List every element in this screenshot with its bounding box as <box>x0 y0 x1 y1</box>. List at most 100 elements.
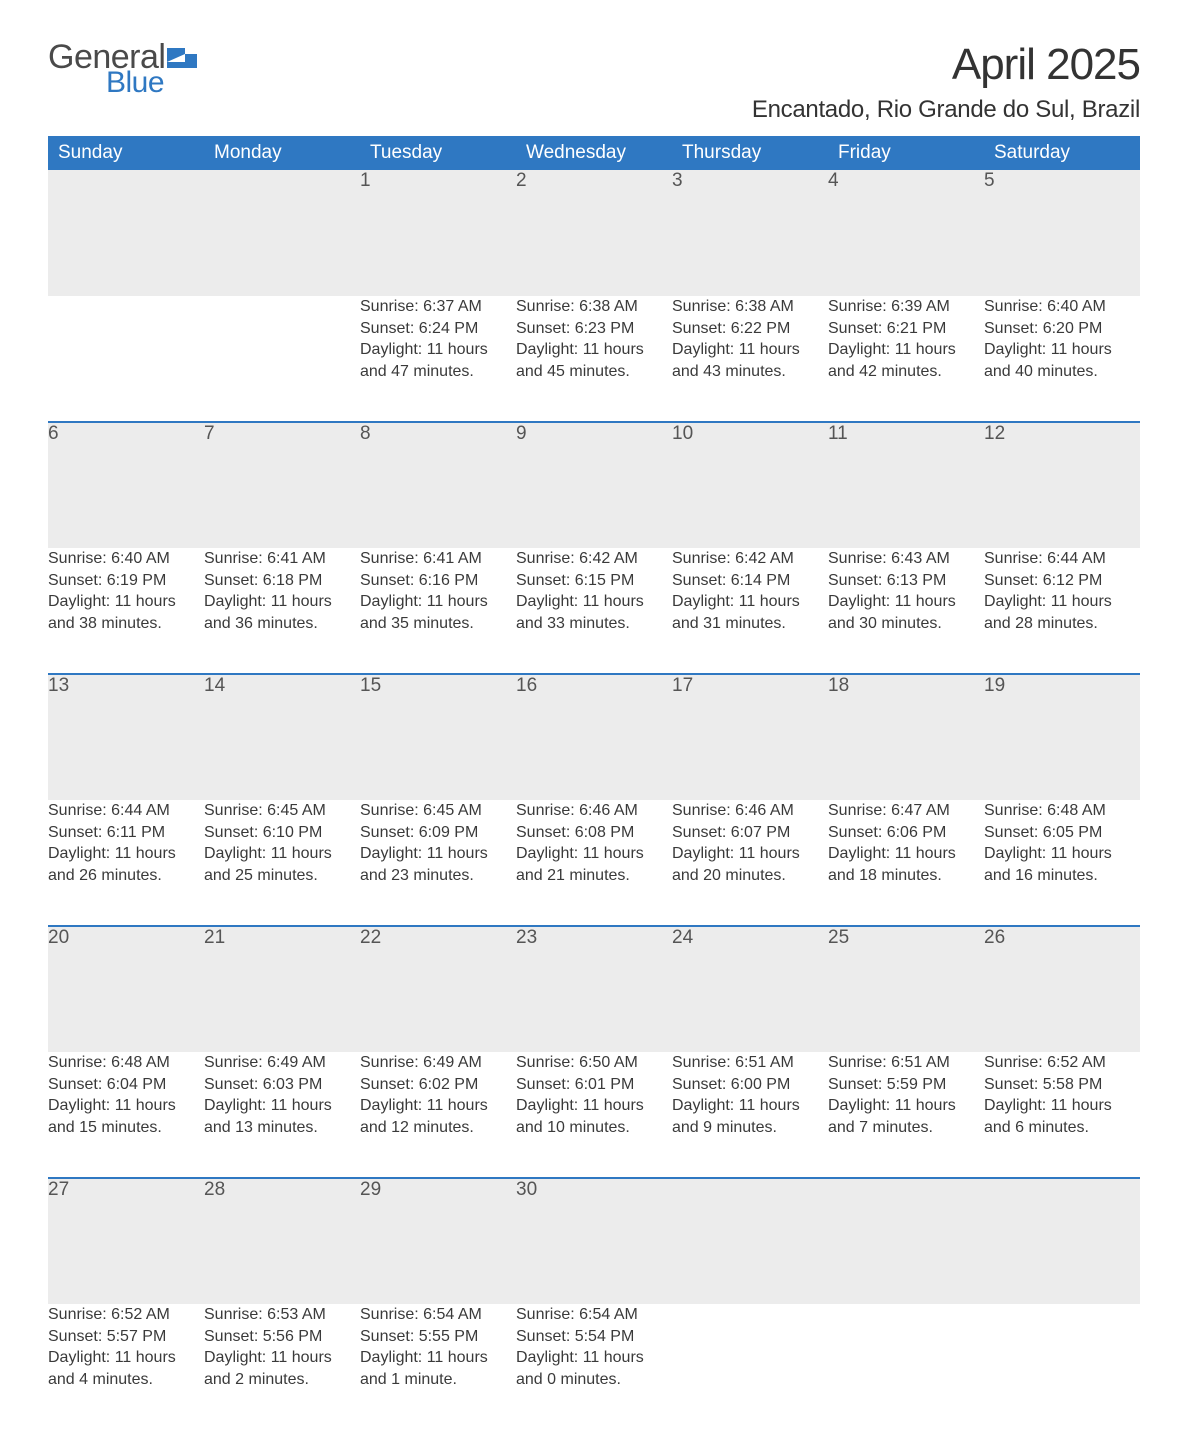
daylight-text: Daylight: 11 hours and 42 minutes. <box>828 339 984 382</box>
daylight-text: Daylight: 11 hours and 12 minutes. <box>360 1095 516 1138</box>
daylight-text: Daylight: 11 hours and 30 minutes. <box>828 591 984 634</box>
daylight-text: Daylight: 11 hours and 45 minutes. <box>516 339 672 382</box>
day-cell: Sunrise: 6:54 AMSunset: 5:54 PMDaylight:… <box>516 1304 672 1430</box>
sunset-text: Sunset: 5:54 PM <box>516 1326 672 1348</box>
day-cell: Sunrise: 6:46 AMSunset: 6:07 PMDaylight:… <box>672 800 828 926</box>
sunset-text: Sunset: 6:05 PM <box>984 822 1140 844</box>
day-number: 2 <box>516 170 672 296</box>
sunrise-text: Sunrise: 6:52 AM <box>984 1052 1140 1074</box>
day-number: 24 <box>672 926 828 1052</box>
day-number: 14 <box>204 674 360 800</box>
sunrise-text: Sunrise: 6:37 AM <box>360 296 516 318</box>
sunset-text: Sunset: 6:24 PM <box>360 318 516 340</box>
daylight-text: Daylight: 11 hours and 43 minutes. <box>672 339 828 382</box>
daynum-row: 27282930 <box>48 1178 1140 1304</box>
day-number <box>828 1178 984 1304</box>
day-number: 16 <box>516 674 672 800</box>
daylight-text: Daylight: 11 hours and 0 minutes. <box>516 1347 672 1390</box>
logo-text-blue: Blue <box>106 68 197 98</box>
day-number: 21 <box>204 926 360 1052</box>
day-cell: Sunrise: 6:45 AMSunset: 6:09 PMDaylight:… <box>360 800 516 926</box>
sunset-text: Sunset: 6:16 PM <box>360 570 516 592</box>
daylight-text: Daylight: 11 hours and 25 minutes. <box>204 843 360 886</box>
sunrise-text: Sunrise: 6:42 AM <box>672 548 828 570</box>
sunset-text: Sunset: 6:13 PM <box>828 570 984 592</box>
page-header: General Blue April 2025 Encantado, Rio G… <box>48 40 1140 124</box>
day-number: 4 <box>828 170 984 296</box>
daylight-text: Daylight: 11 hours and 20 minutes. <box>672 843 828 886</box>
day-number: 11 <box>828 422 984 548</box>
sunset-text: Sunset: 5:56 PM <box>204 1326 360 1348</box>
day-cell: Sunrise: 6:39 AMSunset: 6:21 PMDaylight:… <box>828 296 984 422</box>
day-cell: Sunrise: 6:48 AMSunset: 6:04 PMDaylight:… <box>48 1052 204 1178</box>
day-cell: Sunrise: 6:53 AMSunset: 5:56 PMDaylight:… <box>204 1304 360 1430</box>
day-number: 13 <box>48 674 204 800</box>
day-cell: Sunrise: 6:46 AMSunset: 6:08 PMDaylight:… <box>516 800 672 926</box>
day-cell: Sunrise: 6:41 AMSunset: 6:16 PMDaylight:… <box>360 548 516 674</box>
sunset-text: Sunset: 6:01 PM <box>516 1074 672 1096</box>
sunrise-text: Sunrise: 6:52 AM <box>48 1304 204 1326</box>
day-number: 8 <box>360 422 516 548</box>
day-cell: Sunrise: 6:43 AMSunset: 6:13 PMDaylight:… <box>828 548 984 674</box>
location-subtitle: Encantado, Rio Grande do Sul, Brazil <box>752 96 1140 124</box>
weekday-header: Tuesday <box>360 136 516 170</box>
daylight-text: Daylight: 11 hours and 47 minutes. <box>360 339 516 382</box>
day-number: 15 <box>360 674 516 800</box>
sunrise-text: Sunrise: 6:44 AM <box>48 800 204 822</box>
sunrise-text: Sunrise: 6:46 AM <box>516 800 672 822</box>
weekday-header-row: Sunday Monday Tuesday Wednesday Thursday… <box>48 136 1140 170</box>
sunset-text: Sunset: 6:09 PM <box>360 822 516 844</box>
day-cell: Sunrise: 6:51 AMSunset: 5:59 PMDaylight:… <box>828 1052 984 1178</box>
daylight-text: Daylight: 11 hours and 4 minutes. <box>48 1347 204 1390</box>
day-cell: Sunrise: 6:49 AMSunset: 6:02 PMDaylight:… <box>360 1052 516 1178</box>
day-number: 6 <box>48 422 204 548</box>
daylight-text: Daylight: 11 hours and 6 minutes. <box>984 1095 1140 1138</box>
day-cell <box>48 296 204 422</box>
sunset-text: Sunset: 6:19 PM <box>48 570 204 592</box>
sunrise-text: Sunrise: 6:50 AM <box>516 1052 672 1074</box>
day-cell <box>828 1304 984 1430</box>
day-number: 27 <box>48 1178 204 1304</box>
title-block: April 2025 Encantado, Rio Grande do Sul,… <box>752 40 1140 124</box>
daylight-text: Daylight: 11 hours and 40 minutes. <box>984 339 1140 382</box>
calendar-table: Sunday Monday Tuesday Wednesday Thursday… <box>48 136 1140 1430</box>
day-cell: Sunrise: 6:38 AMSunset: 6:22 PMDaylight:… <box>672 296 828 422</box>
sunrise-text: Sunrise: 6:40 AM <box>984 296 1140 318</box>
day-cell: Sunrise: 6:40 AMSunset: 6:19 PMDaylight:… <box>48 548 204 674</box>
sunset-text: Sunset: 6:00 PM <box>672 1074 828 1096</box>
day-number: 20 <box>48 926 204 1052</box>
sunset-text: Sunset: 6:03 PM <box>204 1074 360 1096</box>
weekday-header: Friday <box>828 136 984 170</box>
day-cell: Sunrise: 6:42 AMSunset: 6:14 PMDaylight:… <box>672 548 828 674</box>
sunset-text: Sunset: 6:11 PM <box>48 822 204 844</box>
sunrise-text: Sunrise: 6:46 AM <box>672 800 828 822</box>
sunrise-text: Sunrise: 6:44 AM <box>984 548 1140 570</box>
sunrise-text: Sunrise: 6:45 AM <box>204 800 360 822</box>
sunrise-text: Sunrise: 6:53 AM <box>204 1304 360 1326</box>
sunset-text: Sunset: 6:21 PM <box>828 318 984 340</box>
daylight-text: Daylight: 11 hours and 35 minutes. <box>360 591 516 634</box>
sunrise-text: Sunrise: 6:48 AM <box>984 800 1140 822</box>
sunset-text: Sunset: 6:02 PM <box>360 1074 516 1096</box>
daytext-row: Sunrise: 6:44 AMSunset: 6:11 PMDaylight:… <box>48 800 1140 926</box>
daylight-text: Daylight: 11 hours and 31 minutes. <box>672 591 828 634</box>
day-cell: Sunrise: 6:52 AMSunset: 5:58 PMDaylight:… <box>984 1052 1140 1178</box>
daylight-text: Daylight: 11 hours and 1 minute. <box>360 1347 516 1390</box>
sunrise-text: Sunrise: 6:41 AM <box>204 548 360 570</box>
daynum-row: 13141516171819 <box>48 674 1140 800</box>
sunset-text: Sunset: 6:23 PM <box>516 318 672 340</box>
daylight-text: Daylight: 11 hours and 2 minutes. <box>204 1347 360 1390</box>
day-number: 9 <box>516 422 672 548</box>
day-number: 12 <box>984 422 1140 548</box>
sunset-text: Sunset: 6:07 PM <box>672 822 828 844</box>
day-cell <box>984 1304 1140 1430</box>
sunset-text: Sunset: 6:15 PM <box>516 570 672 592</box>
daynum-row: 20212223242526 <box>48 926 1140 1052</box>
sunrise-text: Sunrise: 6:48 AM <box>48 1052 204 1074</box>
weekday-header: Wednesday <box>516 136 672 170</box>
day-cell: Sunrise: 6:44 AMSunset: 6:11 PMDaylight:… <box>48 800 204 926</box>
daylight-text: Daylight: 11 hours and 16 minutes. <box>984 843 1140 886</box>
daytext-row: Sunrise: 6:37 AMSunset: 6:24 PMDaylight:… <box>48 296 1140 422</box>
daytext-row: Sunrise: 6:40 AMSunset: 6:19 PMDaylight:… <box>48 548 1140 674</box>
daylight-text: Daylight: 11 hours and 7 minutes. <box>828 1095 984 1138</box>
